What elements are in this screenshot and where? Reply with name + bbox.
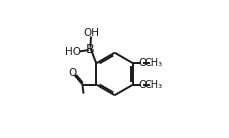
Text: CH₃: CH₃	[143, 58, 161, 68]
Text: B: B	[86, 43, 94, 56]
Text: HO: HO	[65, 47, 81, 57]
Text: O: O	[68, 68, 76, 78]
Text: CH₃: CH₃	[143, 80, 161, 90]
Text: O: O	[137, 80, 146, 90]
Text: OH: OH	[83, 28, 98, 38]
Text: O: O	[137, 58, 146, 68]
